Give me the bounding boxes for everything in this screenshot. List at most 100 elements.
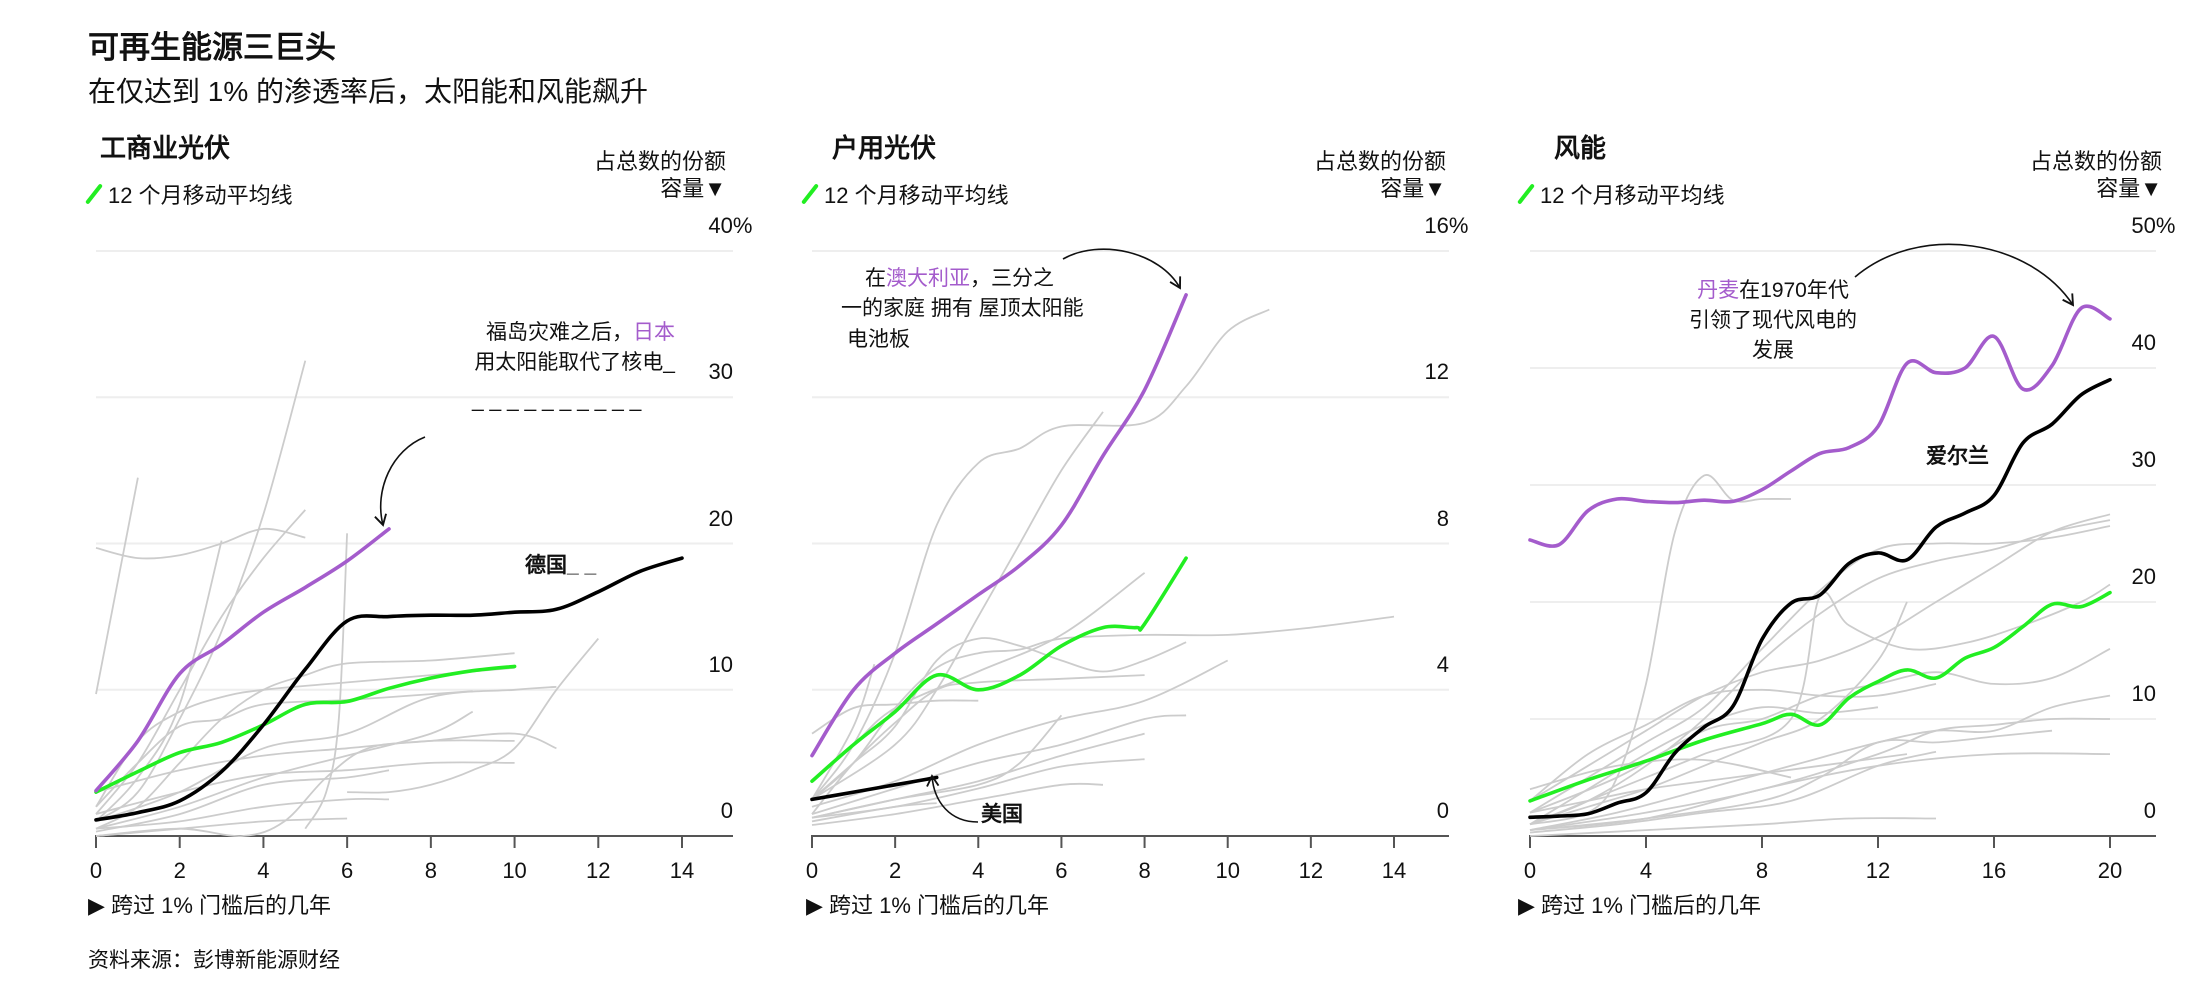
label-germany: 德国_ _: [525, 554, 597, 577]
legend-moving-average: 12 个月移动平均线: [85, 178, 293, 210]
other-country-line: [811, 615, 1395, 801]
y-axis-title: 占总数的份额 容量▼: [594, 148, 726, 202]
series-line-average: [810, 556, 1188, 783]
other-country-line: [1529, 753, 1908, 814]
other-country-line: [95, 477, 139, 695]
x-tick-label: 8: [424, 858, 437, 883]
other-country-line: [95, 769, 390, 833]
other-country-line: [1529, 601, 1908, 826]
legend-moving-average: 12 个月移动平均线: [1517, 178, 1725, 210]
other-country-line: [1529, 817, 1937, 837]
x-tick-label: 6: [1055, 858, 1068, 883]
y-tick-label: 20: [2131, 564, 2156, 589]
arrow-usa-icon: [926, 774, 979, 823]
chart-subtitle: 在仅达到 1% 的渗透率后，太阳能和风能飙升: [88, 76, 649, 107]
other-country-line: [1529, 694, 2111, 831]
x-tick-label: 8: [1755, 858, 1769, 883]
y-tick-label: 0: [2143, 798, 2156, 823]
series-line-focus: [94, 556, 684, 822]
other-country-line: [1529, 647, 2111, 814]
panel-title-wind: 风能: [1554, 133, 1607, 163]
annotation-australia-line3: 电池板: [847, 328, 910, 351]
series-line-highlight: [810, 293, 1188, 758]
other-country-line: [95, 652, 515, 830]
other-country-line: [95, 797, 390, 830]
other-country-line: [1529, 519, 2111, 826]
y-tick-label: 40: [2131, 330, 2156, 355]
y-tick-label: 8: [1436, 505, 1449, 531]
other-country-line: [811, 663, 876, 800]
other-country-line: [1529, 525, 2111, 814]
other-country-line: [811, 674, 1145, 815]
x-tick-label: 2: [173, 858, 186, 883]
other-country-line: [1529, 513, 2111, 802]
other-country-line: [95, 509, 306, 815]
x-tick-label: 20: [2097, 858, 2123, 883]
annotation-text: 在1970年代: [1739, 279, 1849, 302]
other-country-line: [304, 533, 348, 830]
x-tick-label: 14: [669, 858, 695, 883]
panel-title-commercial-solar: 工商业光伏: [100, 133, 231, 163]
x-tick-label: 10: [502, 858, 527, 883]
other-country-line: [811, 782, 1104, 826]
other-country-line: [95, 732, 557, 837]
series-line-focus: [1528, 377, 2112, 820]
other-country-line: [95, 739, 515, 793]
series-line-average: [1528, 590, 2112, 803]
other-country-line: [95, 527, 306, 560]
x-tick-label: 8: [1138, 858, 1151, 883]
series-line-average: [94, 664, 517, 794]
annotation-text: 福岛灾难之后，: [486, 321, 633, 344]
y-tick-label: 40%: [708, 213, 753, 238]
annotation-highlight-denmark: 丹麦: [1697, 279, 1740, 302]
other-country-line: [95, 761, 515, 815]
other-country-line: [1529, 752, 2111, 831]
annotation-denmark-line3: 发展: [1752, 339, 1794, 362]
annotation-text: ，三分之: [970, 267, 1054, 290]
arrow-australia-icon: [1062, 248, 1182, 290]
y-axis-title-line1: 占总数的份额: [593, 149, 726, 174]
other-country-line: [95, 710, 474, 830]
other-country-line: [1529, 717, 2111, 831]
y-tick-label: 30: [2131, 447, 2156, 472]
other-country-line: [1529, 474, 1792, 826]
other-country-line: [811, 637, 1187, 801]
x-tick-label: 4: [972, 858, 985, 883]
y-tick-label: 10: [708, 651, 733, 677]
other-country-line: [811, 758, 1145, 819]
x-tick-label: 12: [586, 858, 611, 883]
panel-title-residential-solar: 户用光伏: [832, 133, 937, 163]
y-axis-title-line2: 容量▼: [2096, 176, 2162, 201]
other-country-line: [1529, 683, 1937, 802]
x-axis-title: ▶ 跨过 1% 门槛后的几年: [1518, 893, 1762, 918]
other-country-line: [95, 817, 348, 837]
y-tick-label: 12: [1424, 359, 1449, 385]
x-tick-label: 0: [805, 858, 819, 883]
x-tick-label: 10: [1215, 858, 1240, 883]
annotation-denmark-line2: 引领了现代风电的: [1689, 309, 1857, 332]
chart-title: 可再生能源三巨头: [88, 30, 336, 65]
other-country-line: [1529, 706, 1879, 826]
y-axis-title: 占总数的份额 容量▼: [2030, 148, 2162, 202]
x-axis-title: ▶ 跨过 1% 门槛后的几年: [88, 893, 332, 918]
annotation-denmark-line1: 丹麦在1970年代: [1623, 276, 1923, 306]
other-country-line: [95, 685, 557, 823]
other-country-line: [811, 802, 937, 823]
annotation-japan-line2: 用太阳能取代了核电_: [474, 351, 675, 374]
x-tick-label: 0: [89, 858, 103, 883]
y-tick-label: 10: [2131, 681, 2156, 706]
other-country-line: [347, 638, 599, 794]
x-tick-label: 12: [1865, 858, 1891, 883]
y-tick-label: 30: [708, 359, 733, 385]
other-country-line: [1529, 750, 1937, 834]
x-axis-title: ▶ 跨过 1% 门槛后的几年: [806, 893, 1050, 918]
y-axis-title: 占总数的份额 容量▼: [1314, 148, 1446, 202]
other-country-line: [95, 360, 307, 823]
y-tick-label: 20: [708, 505, 733, 531]
series-line-focus: [810, 775, 939, 802]
x-tick-label: 4: [257, 858, 270, 883]
y-tick-label: 16%: [1424, 213, 1469, 238]
green-line-swatch-icon: [85, 183, 103, 205]
other-country-line: [811, 659, 1229, 808]
y-axis-title-line1: 占总数的份额: [2029, 149, 2162, 174]
